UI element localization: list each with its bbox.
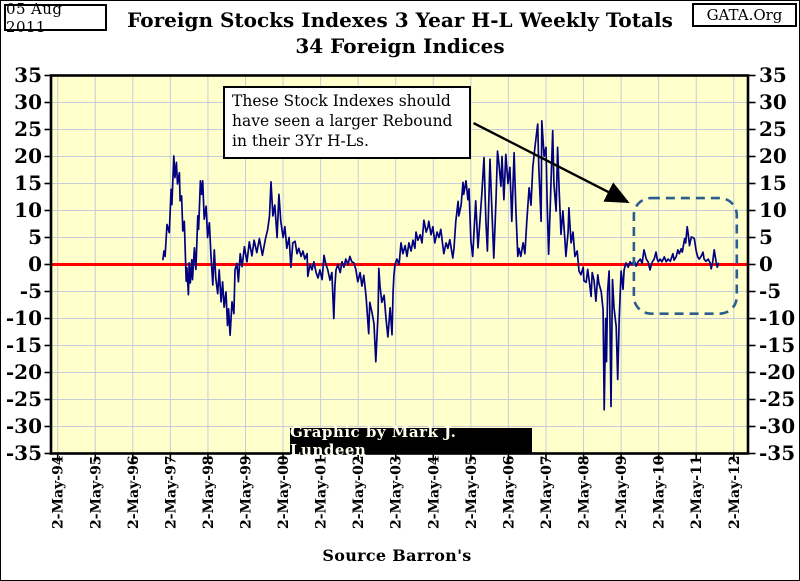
- date-stamp-box: 05 Aug 2011: [4, 1, 107, 36]
- brand-label: GATA.Org: [706, 6, 783, 24]
- x-axis-label: 2-May-12: [727, 455, 743, 529]
- y-axis-label-left: 15: [14, 171, 42, 195]
- highlight-dashed-box: [632, 196, 739, 315]
- y-axis-label-right: 15: [759, 171, 787, 195]
- credit-box: Graphic by Mark J. Lundeen: [290, 423, 532, 459]
- x-axis-label: 2-May-09: [614, 455, 630, 529]
- y-axis-label-right: -30: [759, 414, 795, 438]
- x-axis-label: 2-May-11: [689, 455, 705, 529]
- y-axis-label-left: -25: [6, 387, 42, 411]
- x-axis-label: 2-May-98: [201, 455, 217, 529]
- chart-title-line1: Foreign Stocks Indexes 3 Year H-L Weekly…: [127, 8, 673, 32]
- x-axis-label: 2-May-08: [577, 455, 593, 529]
- y-axis-label-right: 10: [759, 198, 787, 222]
- y-axis-label-left: 35: [14, 63, 42, 87]
- y-axis-label-right: 0: [759, 252, 773, 276]
- y-axis-label-right: -35: [759, 441, 795, 465]
- y-axis-label-right: -20: [759, 360, 795, 384]
- credit-label: Graphic by Mark J. Lundeen: [290, 422, 457, 459]
- x-axis-label: 2-May-96: [126, 455, 142, 529]
- x-axis-label: 2-May-02: [351, 455, 367, 529]
- y-axis-label-left: -15: [6, 333, 42, 357]
- y-axis-label-left: 10: [14, 198, 42, 222]
- y-axis-label-left: -10: [6, 306, 42, 330]
- x-axis-label: 2-May-97: [163, 455, 179, 529]
- x-axis-label: 2-May-01: [314, 455, 330, 529]
- y-axis-label-right: 35: [759, 63, 787, 87]
- y-axis-label-right: -5: [759, 279, 781, 303]
- annotation-text: These Stock Indexes should have seen a l…: [232, 92, 453, 150]
- y-axis-label-left: -20: [6, 360, 42, 384]
- x-axis-label: 2-May-94: [51, 455, 67, 529]
- y-axis-label-left: 5: [28, 225, 42, 249]
- y-axis-label-left: 0: [28, 252, 42, 276]
- y-axis-label-right: -25: [759, 387, 795, 411]
- y-axis-label-left: 25: [14, 117, 42, 141]
- y-axis-label-left: -30: [6, 414, 42, 438]
- x-axis-label: 2-May-95: [88, 455, 104, 529]
- x-axis-label: 2-May-99: [239, 455, 255, 529]
- y-axis-label-right: 20: [759, 144, 787, 168]
- series-line: [162, 120, 720, 411]
- y-axis-label-right: 30: [759, 90, 787, 114]
- x-axis-label: 2-May-03: [389, 455, 405, 529]
- y-axis-label-left: -5: [20, 279, 42, 303]
- y-axis-label-left: 20: [14, 144, 42, 168]
- x-axis-label: 2-May-10: [652, 455, 668, 529]
- y-axis-label-right: -10: [759, 306, 795, 330]
- x-axis-label: 2-May-06: [501, 455, 517, 529]
- x-axis-label: 2-May-00: [276, 455, 292, 529]
- y-axis-label-right: 5: [759, 225, 773, 249]
- x-axis-label: 2-May-07: [539, 455, 555, 529]
- y-axis-label-left: -35: [6, 441, 42, 465]
- y-axis-label-right: -15: [759, 333, 795, 357]
- x-axis-label: 2-May-04: [426, 455, 442, 529]
- annotation-callout: These Stock Indexes should have seen a l…: [223, 86, 471, 160]
- x-axis-label: 2-May-05: [464, 455, 480, 529]
- chart-title-line2: 34 Foreign Indices: [295, 34, 505, 58]
- source-label: Source Barron's: [322, 546, 472, 565]
- date-stamp-label: 05 Aug 2011: [6, 0, 63, 36]
- brand-box: GATA.Org: [692, 3, 797, 27]
- y-axis-label-right: 25: [759, 117, 787, 141]
- annotation-arrow: [472, 121, 630, 203]
- y-axis-label-left: 30: [14, 90, 42, 114]
